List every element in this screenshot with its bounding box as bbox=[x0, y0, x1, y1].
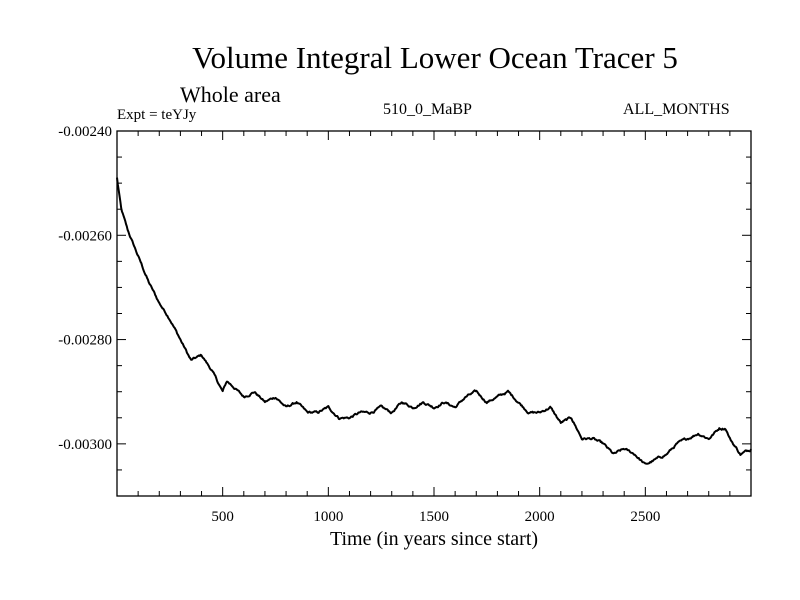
x-tick-label: 2500 bbox=[630, 509, 660, 525]
x-tick-label: 500 bbox=[211, 509, 234, 525]
x-tick-label: 1000 bbox=[313, 509, 343, 525]
plot-frame bbox=[116, 130, 752, 497]
y-tick-label: -0.00280 bbox=[58, 333, 112, 349]
y-tick-label: -0.00260 bbox=[58, 228, 112, 244]
months-label: ALL_MONTHS bbox=[623, 101, 730, 118]
y-tick-label: -0.00300 bbox=[58, 437, 112, 453]
run-label: 510_0_MaBP bbox=[383, 101, 472, 118]
series-line bbox=[116, 177, 752, 465]
x-tick-label: 2000 bbox=[525, 509, 555, 525]
experiment-label: Expt = teYJy bbox=[117, 107, 197, 123]
x-axis-label: Time (in years since start) bbox=[329, 528, 539, 550]
chart-subtitle: Whole area bbox=[180, 82, 281, 107]
chart-title: Volume Integral Lower Ocean Tracer 5 bbox=[192, 40, 678, 75]
x-tick-label: 1500 bbox=[419, 509, 449, 525]
y-tick-label: -0.00240 bbox=[58, 124, 112, 140]
